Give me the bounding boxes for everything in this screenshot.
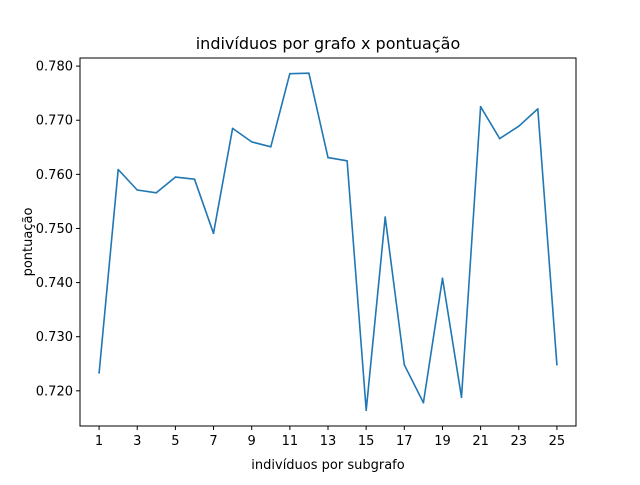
x-tick-label: 15: [358, 434, 375, 449]
x-tick-label: 5: [171, 434, 179, 449]
x-tick-label: 9: [248, 434, 256, 449]
y-axis-label: pontuação: [21, 208, 36, 277]
x-axis-label: indivíduos por subgrafo: [251, 458, 404, 473]
chart-title: indivíduos por grafo x pontuação: [196, 34, 461, 53]
x-tick-label: 17: [396, 434, 413, 449]
x-tick-label: 21: [472, 434, 489, 449]
plot-frame: [79, 57, 577, 427]
x-tick-label: 3: [133, 434, 141, 449]
x-tick-label: 1: [95, 434, 103, 449]
y-tick-label: 0.760: [36, 168, 73, 183]
y-tick-label: 0.740: [36, 276, 73, 291]
x-tick-label: 23: [510, 434, 527, 449]
y-tick-label: 0.720: [36, 384, 73, 399]
x-tick-label: 13: [320, 434, 337, 449]
x-tick-label: 25: [549, 434, 566, 449]
y-tick-label: 0.780: [36, 60, 73, 75]
y-axis: 0.720 0.730 0.740 0.750 0.760 0.770 0.780: [36, 60, 80, 399]
x-tick-label: 11: [282, 434, 299, 449]
y-tick-label: 0.730: [36, 330, 73, 345]
x-axis: 1 3 5 7 9 11 13 15 17 19 21 23 25: [95, 426, 565, 449]
y-tick-label: 0.750: [36, 222, 73, 237]
y-tick-label: 0.770: [36, 114, 73, 129]
x-tick-label: 7: [209, 434, 217, 449]
series-line: [98, 72, 558, 412]
x-tick-label: 19: [434, 434, 451, 449]
